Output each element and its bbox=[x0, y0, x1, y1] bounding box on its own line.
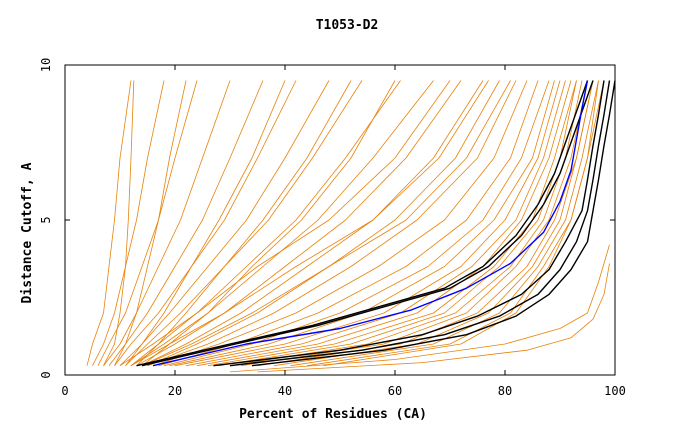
y-tick-label: 10 bbox=[39, 58, 53, 72]
ensemble-line bbox=[141, 80, 484, 367]
y-tick-label: 5 bbox=[39, 216, 53, 223]
ensemble-line bbox=[136, 80, 462, 367]
reference-lines bbox=[136, 80, 616, 367]
ensemble-line bbox=[136, 80, 352, 366]
ensemble-line bbox=[119, 80, 451, 367]
ensemble-line bbox=[97, 80, 198, 366]
ensemble-line bbox=[169, 80, 555, 367]
x-tick-label: 0 bbox=[61, 384, 68, 398]
reference-line bbox=[141, 80, 594, 367]
ensemble-line bbox=[174, 80, 561, 367]
ensemble-line bbox=[163, 80, 550, 367]
ensemble-line bbox=[86, 80, 132, 366]
x-axis-label: Percent of Residues (CA) bbox=[239, 407, 427, 422]
reference-line bbox=[136, 80, 589, 367]
reference-line bbox=[213, 80, 605, 367]
ensemble-line bbox=[229, 244, 610, 373]
x-tick-label: 60 bbox=[388, 384, 402, 398]
x-tick-label: 20 bbox=[168, 384, 182, 398]
ensemble-line bbox=[240, 80, 588, 367]
ensemble-line bbox=[147, 80, 517, 367]
ensemble-line bbox=[207, 80, 577, 367]
reference-line bbox=[229, 80, 611, 367]
ensemble-line bbox=[125, 80, 286, 366]
ensemble-line bbox=[114, 80, 187, 366]
highlight-line bbox=[152, 80, 589, 367]
ensemble-line bbox=[114, 80, 297, 366]
ensemble-line bbox=[290, 80, 599, 367]
chart-title: T1053-D2 bbox=[316, 18, 379, 33]
ensemble-line bbox=[103, 80, 231, 366]
ensemble-line bbox=[130, 80, 489, 367]
ensemble-line bbox=[229, 80, 583, 367]
ensemble-line bbox=[141, 80, 511, 367]
ensemble-line bbox=[257, 263, 610, 373]
y-tick-label: 0 bbox=[39, 371, 53, 378]
ensemble-lines bbox=[86, 80, 610, 373]
reference-line bbox=[251, 80, 616, 367]
x-tick-label: 100 bbox=[604, 384, 626, 398]
y-axis-label: Distance Cutoff, A bbox=[20, 162, 35, 303]
highlight-line-group bbox=[152, 80, 589, 367]
ensemble-line bbox=[141, 80, 396, 367]
x-tick-label: 80 bbox=[498, 384, 512, 398]
x-tick-label: 40 bbox=[278, 384, 292, 398]
ensemble-line bbox=[323, 80, 605, 367]
ensemble-line bbox=[152, 80, 528, 367]
ensemble-line bbox=[185, 80, 566, 367]
ensemble-line bbox=[103, 80, 135, 366]
ensemble-line bbox=[130, 80, 434, 367]
axis-ticks: 0 20 40 60 80 100 0 5 10 bbox=[39, 58, 626, 398]
